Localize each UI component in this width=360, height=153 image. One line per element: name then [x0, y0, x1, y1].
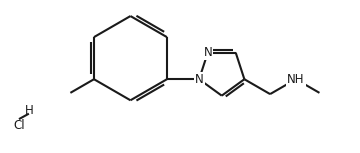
Text: NH: NH	[287, 73, 305, 86]
Text: N: N	[195, 73, 203, 86]
Text: Cl: Cl	[13, 119, 25, 132]
Text: H: H	[24, 104, 33, 117]
Text: N: N	[203, 46, 212, 59]
